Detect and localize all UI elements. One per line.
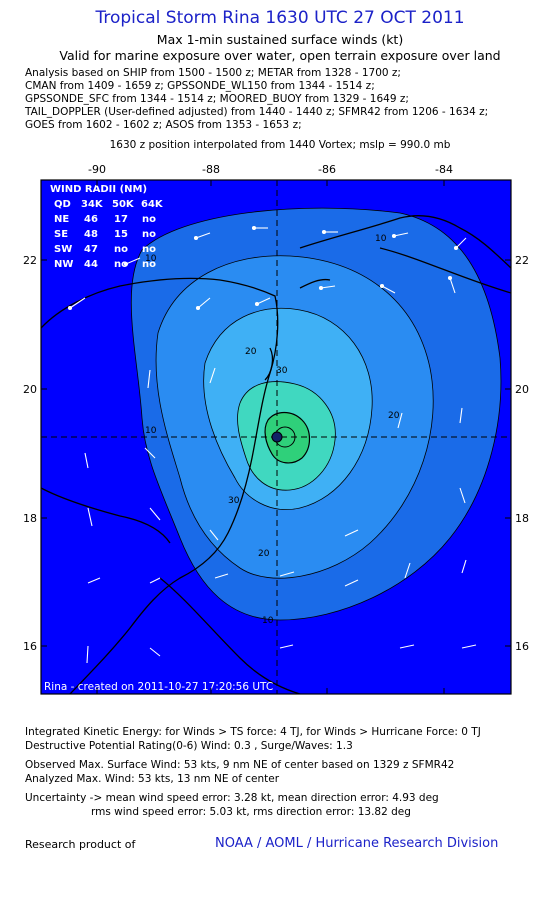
lon-label-top: -84 xyxy=(435,163,453,176)
analysis-line: GOES from 1602 - 1602 z; ASOS from 1353 … xyxy=(25,119,302,131)
organization-name: NOAA / AOML / Hurricane Research Divisio… xyxy=(215,836,499,851)
svg-text:10: 10 xyxy=(375,234,387,244)
map-title: Tropical Storm Rina 1630 UTC 27 OCT 2011 xyxy=(95,8,465,28)
svg-text:no: no xyxy=(142,229,156,240)
svg-text:47: 47 xyxy=(84,244,98,255)
svg-text:44: 44 xyxy=(84,259,98,270)
svg-text:10: 10 xyxy=(145,254,157,264)
analyzed-max-line: Analyzed Max. Wind: 53 kts, 13 nm NE of … xyxy=(25,773,280,785)
lon-label-bottom: -88 xyxy=(202,702,220,703)
lat-label-right: 18 xyxy=(515,512,529,525)
svg-text:QD: QD xyxy=(54,199,71,210)
svg-text:48: 48 xyxy=(84,229,98,240)
svg-text:10: 10 xyxy=(145,426,157,436)
svg-text:NW: NW xyxy=(54,259,73,270)
lat-label-right: 20 xyxy=(515,383,529,396)
svg-text:no: no xyxy=(142,244,156,255)
wind-contour-50kt xyxy=(264,411,311,464)
lat-label-left: 18 xyxy=(23,512,37,525)
svg-text:64K: 64K xyxy=(141,199,164,210)
wind-vectors xyxy=(67,225,477,664)
svg-text:no: no xyxy=(114,259,128,270)
lon-label-bottom: -84 xyxy=(435,702,453,703)
svg-text:NE: NE xyxy=(54,214,69,225)
analysis-line: Analysis based on SHIP from 1500 - 1500 … xyxy=(25,67,401,79)
dpr-line: Destructive Potential Rating(0-6) Wind: … xyxy=(25,740,353,752)
map-frame xyxy=(40,179,512,695)
svg-text:46: 46 xyxy=(84,214,98,225)
lon-label-top: -90 xyxy=(88,163,106,176)
wind-radii-table: WIND RADII (NM) QD 34K 50K 64K NE 46 17 … xyxy=(50,184,164,270)
svg-text:no: no xyxy=(142,259,156,270)
lon-label-bottom: -90 xyxy=(88,702,106,703)
position-note: 1630 z position interpolated from 1440 V… xyxy=(109,139,451,151)
map-credit: Rina - created on 2011-10-27 17:20:56 UT… xyxy=(44,681,273,693)
observed-max-line: Observed Max. Surface Wind: 53 kts, 9 nm… xyxy=(25,759,455,771)
svg-text:20: 20 xyxy=(258,549,270,559)
axis-ticks xyxy=(41,180,511,694)
lat-label-right: 16 xyxy=(515,640,529,653)
svg-text:30: 30 xyxy=(228,496,240,506)
wind-radii-title: WIND RADII (NM) xyxy=(50,184,147,195)
coastlines xyxy=(41,215,511,694)
lon-label-top: -86 xyxy=(318,163,336,176)
contour-labels: 10 10 10 20 20 20 30 30 10 xyxy=(145,234,400,626)
svg-text:SE: SE xyxy=(54,229,68,240)
svg-text:17: 17 xyxy=(114,214,128,225)
wind-field-map: -90 -88 -86 -84 -90 -88 -86 -84 22 20 18… xyxy=(23,163,529,703)
storm-center-marker xyxy=(271,431,283,443)
ike-line: Integrated Kinetic Energy: for Winds > T… xyxy=(25,726,481,738)
validity-note: Valid for marine exposure over water, op… xyxy=(59,48,501,63)
uncertainty-rms-line: rms wind speed error: 5.03 kt, rms direc… xyxy=(91,806,411,818)
lat-label-left: 20 xyxy=(23,383,37,396)
svg-text:20: 20 xyxy=(245,347,257,357)
svg-text:20: 20 xyxy=(388,411,400,421)
svg-text:SW: SW xyxy=(54,244,72,255)
lat-label-right: 22 xyxy=(515,254,529,267)
lon-label-bottom: -86 xyxy=(318,702,336,703)
analysis-line: TAIL_DOPPLER (User-defined adjusted) fro… xyxy=(25,106,489,118)
research-product-label: Research product of xyxy=(25,838,136,851)
svg-text:10: 10 xyxy=(262,616,274,626)
analysis-line: GPSSONDE_SFC from 1344 - 1514 z; MOORED_… xyxy=(25,93,409,105)
uncertainty-line: Uncertainty -> mean wind speed error: 3.… xyxy=(25,792,439,804)
svg-text:30: 30 xyxy=(276,366,288,376)
analysis-line: CMAN from 1409 - 1659 z; GPSSONDE_WL150 … xyxy=(25,80,375,92)
lat-label-left: 22 xyxy=(23,254,37,267)
svg-text:15: 15 xyxy=(114,229,128,240)
map-subtitle: Max 1-min sustained surface winds (kt) xyxy=(156,32,404,47)
svg-text:34K: 34K xyxy=(81,199,104,210)
lon-label-top: -88 xyxy=(202,163,220,176)
svg-text:no: no xyxy=(142,214,156,225)
svg-text:50K: 50K xyxy=(112,199,135,210)
lat-label-left: 16 xyxy=(23,640,37,653)
svg-text:no: no xyxy=(114,244,128,255)
